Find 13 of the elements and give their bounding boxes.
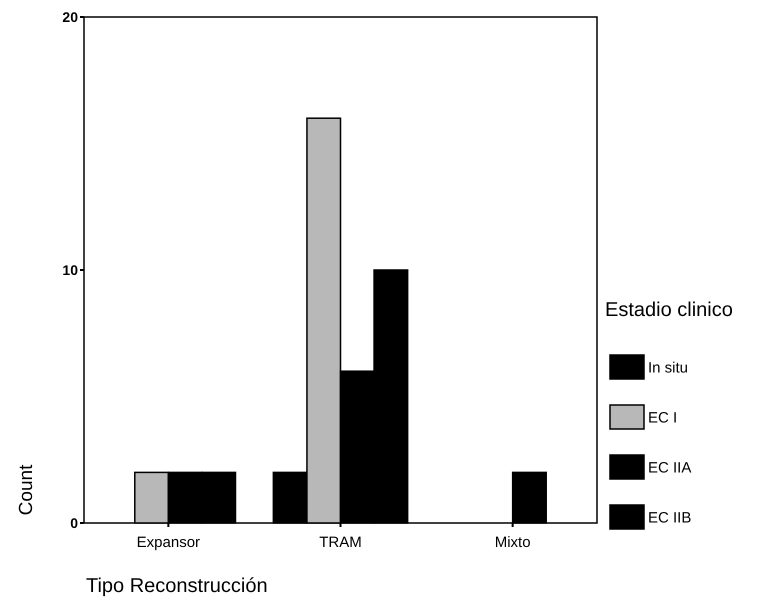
x-tick-label: TRAM bbox=[319, 534, 362, 551]
legend-label: EC IIA bbox=[648, 459, 692, 476]
legend-label: EC IIB bbox=[648, 509, 692, 526]
y-tick-label: 10 bbox=[62, 262, 78, 278]
legend-label: In situ bbox=[648, 359, 688, 376]
y-tick-label: 0 bbox=[70, 514, 78, 531]
y-tick-label: 20 bbox=[62, 8, 78, 25]
x-tick-label: Mixto bbox=[494, 534, 531, 551]
y-axis-title: Count bbox=[16, 464, 37, 516]
x-axis-title: Tipo Reconstrucción bbox=[86, 575, 268, 597]
x-tick-label: Expansor bbox=[136, 534, 200, 551]
legend-label: EC I bbox=[648, 409, 678, 426]
legend-title: Estadio clinico bbox=[605, 299, 733, 321]
